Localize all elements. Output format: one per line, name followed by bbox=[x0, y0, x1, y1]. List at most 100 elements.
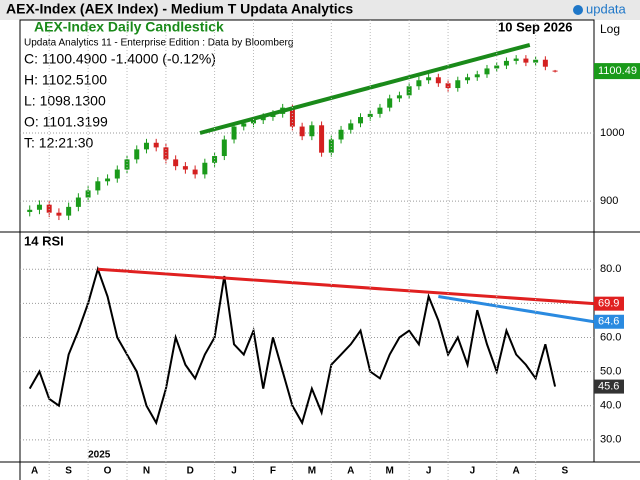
candle-body bbox=[387, 98, 393, 108]
scale-label: Log bbox=[600, 22, 620, 36]
logo-icon bbox=[573, 5, 583, 15]
trend-value-label: 64.6 bbox=[598, 316, 619, 328]
candle-body bbox=[406, 86, 412, 96]
rsi-line bbox=[28, 265, 557, 426]
x-tick-label: N bbox=[143, 466, 150, 477]
candle-body bbox=[484, 68, 490, 75]
x-tick-label: M bbox=[386, 466, 394, 477]
x-tick-label: J bbox=[470, 466, 476, 477]
x-tick-label: S bbox=[65, 466, 72, 477]
candle-body bbox=[114, 169, 120, 179]
candle-body bbox=[202, 162, 208, 175]
candle-body bbox=[289, 107, 295, 127]
candle-body bbox=[66, 206, 72, 216]
candle-body bbox=[36, 204, 42, 210]
candle-body bbox=[396, 95, 402, 99]
y-tick-label: 60.0 bbox=[600, 331, 621, 343]
trendline bbox=[97, 267, 595, 306]
trendline bbox=[199, 42, 531, 135]
x-tick-label: M bbox=[308, 466, 316, 477]
x-tick-label: A bbox=[513, 466, 520, 477]
candle-body bbox=[221, 139, 227, 157]
x-tick-label: D bbox=[187, 466, 194, 477]
candle-body bbox=[299, 126, 305, 137]
candle-body bbox=[212, 156, 218, 163]
candle-body bbox=[134, 149, 140, 160]
last-price-box bbox=[594, 63, 640, 80]
candle-body bbox=[241, 123, 247, 127]
candle-body bbox=[445, 83, 451, 89]
candle-body bbox=[309, 125, 315, 137]
x-tick-label: O bbox=[104, 466, 112, 477]
y-tick-label: 30.0 bbox=[600, 434, 621, 446]
candle-body bbox=[416, 80, 422, 87]
candle-body bbox=[182, 166, 188, 170]
year-label: 2025 bbox=[88, 450, 111, 461]
price-title: AEX-Index Daily Candlestick bbox=[34, 19, 224, 35]
candle-body bbox=[231, 126, 237, 140]
candle-body bbox=[27, 209, 33, 212]
candle-body bbox=[367, 113, 373, 118]
info-line: H: 1102.5100 bbox=[24, 72, 107, 88]
x-tick-label: S bbox=[561, 466, 568, 477]
candle-body bbox=[465, 77, 471, 81]
y-tick-label: 80.0 bbox=[600, 263, 621, 275]
trend-value-box bbox=[594, 314, 624, 329]
candle-body bbox=[95, 181, 101, 191]
last-value-label: 45.6 bbox=[598, 380, 619, 392]
candle-body bbox=[358, 117, 364, 124]
candle-body bbox=[143, 142, 149, 150]
candle-body bbox=[46, 204, 52, 213]
x-tick-label: J bbox=[426, 466, 432, 477]
x-tick-label: A bbox=[31, 466, 38, 477]
last-value-box bbox=[594, 379, 624, 394]
candle-body bbox=[435, 77, 441, 84]
candle-body bbox=[542, 59, 548, 67]
candle-body bbox=[503, 60, 509, 66]
candle-body bbox=[426, 77, 432, 81]
candle-body bbox=[377, 107, 383, 114]
candle-body bbox=[173, 159, 179, 167]
candle-body bbox=[319, 125, 325, 153]
y-tick-label: 900 bbox=[600, 195, 618, 207]
candle-body bbox=[260, 117, 266, 121]
subtitle: Updata Analytics 11 - Enterprise Edition… bbox=[24, 38, 293, 49]
candle-body bbox=[153, 142, 159, 148]
x-tick-label: J bbox=[231, 466, 237, 477]
info-line: O: 1101.3199 bbox=[24, 114, 108, 130]
info-line: L: 1098.1300 bbox=[24, 93, 106, 109]
candle-body bbox=[163, 147, 169, 160]
logo: updata bbox=[586, 1, 627, 16]
y-tick-label: 50.0 bbox=[600, 365, 621, 377]
title-bar bbox=[0, 0, 640, 20]
candle-body bbox=[552, 70, 558, 72]
candle-body bbox=[474, 74, 480, 78]
candle-body bbox=[513, 58, 519, 61]
y-tick-label: 1000 bbox=[600, 127, 624, 139]
trend-value-label: 69.9 bbox=[598, 298, 619, 310]
window-title: AEX-Index (AEX Index) - Medium T Updata … bbox=[6, 1, 353, 17]
info-line: C: 1100.4900 -1.4000 (-0.12%) bbox=[24, 51, 216, 67]
candle-body bbox=[105, 178, 111, 182]
candle-body bbox=[192, 169, 198, 175]
candle-body bbox=[338, 129, 344, 140]
info-line: T: 12:21:30 bbox=[24, 135, 93, 151]
candle-body bbox=[56, 212, 62, 216]
last-price-label: 1100.49 bbox=[598, 65, 637, 77]
candle-body bbox=[75, 197, 81, 207]
x-tick-label: F bbox=[270, 466, 276, 477]
rsi-title: 14 RSI bbox=[24, 233, 64, 248]
trend-value-box bbox=[594, 296, 624, 311]
candle-body bbox=[348, 123, 354, 130]
candle-body bbox=[85, 190, 91, 198]
candle-body bbox=[250, 120, 256, 124]
candle-body bbox=[533, 59, 539, 63]
x-tick-label: A bbox=[347, 466, 354, 477]
candle-body bbox=[494, 65, 500, 69]
y-tick-label: 40.0 bbox=[600, 400, 621, 412]
candle-body bbox=[523, 58, 529, 63]
candle-body bbox=[455, 80, 461, 89]
trendline bbox=[438, 295, 595, 324]
